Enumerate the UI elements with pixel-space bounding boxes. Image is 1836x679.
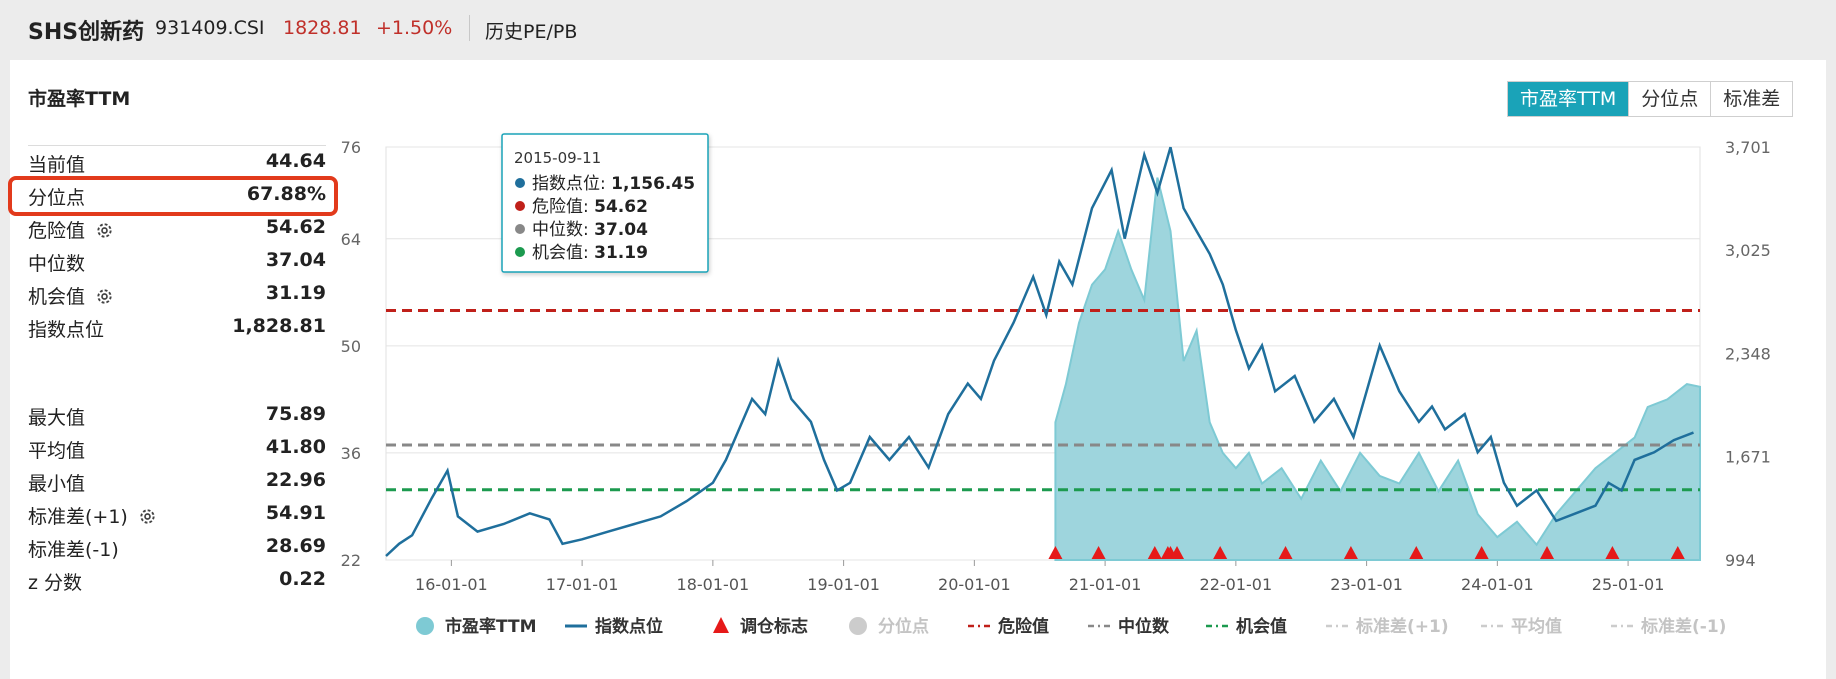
stat-value: 54.91 (265, 502, 326, 524)
tab-1[interactable]: 分位点 (1628, 82, 1711, 116)
stat-value: 0.22 (279, 568, 326, 590)
stat-label: 分位点 (28, 187, 86, 209)
stat-label: 当前值 (28, 154, 86, 176)
stat-label: 机会值 (28, 282, 114, 309)
stat-label: 危险值 (28, 216, 114, 243)
stat-value: 44.64 (265, 150, 326, 172)
stat-value: 28.69 (265, 535, 326, 557)
gear-icon[interactable] (95, 221, 114, 240)
index-change: +1.50% (376, 17, 453, 39)
tab-0[interactable]: 市盈率TTM (1508, 82, 1629, 116)
stats-spacer (28, 344, 326, 399)
stat-value: 54.62 (265, 216, 326, 238)
stat-row: 分位点 67.88% (28, 179, 326, 212)
highlight-box (8, 176, 338, 216)
metric-tabs: 市盈率TTM 分位点 标准差 (1507, 81, 1794, 117)
header-divider (469, 15, 470, 41)
stat-value: 22.96 (265, 469, 326, 491)
stat-row: 机会值 31.19 (28, 278, 326, 311)
stat-row: 中位数 37.04 (28, 245, 326, 278)
stat-row: 标准差(+1) 54.91 (28, 498, 326, 531)
stat-label: 平均值 (28, 440, 86, 462)
stat-value: 1,828.81 (232, 315, 326, 337)
stat-row: 标准差(-1) 28.69 (28, 531, 326, 564)
gear-icon[interactable] (138, 507, 157, 526)
history-label: 历史PE/PB (485, 21, 578, 43)
stat-value: 37.04 (265, 249, 326, 271)
stat-value: 75.89 (265, 403, 326, 425)
stat-label: 中位数 (28, 253, 86, 275)
stat-value: 31.19 (265, 282, 326, 304)
stat-row: 当前值 44.64 (28, 146, 326, 179)
stat-row: 危险值 54.62 (28, 212, 326, 245)
stat-label: z 分数 (28, 572, 83, 594)
gear-icon[interactable] (95, 287, 114, 306)
stat-label: 指数点位 (28, 319, 105, 341)
stats-panel: 当前值 44.64 分位点 67.88% 危险值 54.62 中位数 37.04 机会值 31.1… (28, 146, 326, 597)
stat-row: 平均值 41.80 (28, 432, 326, 465)
stats-divider (28, 145, 326, 146)
stat-row: 指数点位 1,828.81 (28, 311, 326, 344)
stat-value: 67.88% (246, 183, 326, 205)
stat-label: 最小值 (28, 473, 86, 495)
tab-2[interactable]: 标准差 (1710, 82, 1793, 116)
stat-value: 41.80 (265, 436, 326, 458)
index-price: 1828.81 (283, 17, 362, 39)
stat-row: z 分数 0.22 (28, 564, 326, 597)
page-header: SHS创新药 931409.CSI 1828.81 +1.50% 历史PE/PB (0, 0, 1836, 58)
index-code: 931409.CSI (155, 17, 265, 39)
panel-title: 市盈率TTM (28, 88, 131, 110)
stat-row: 最小值 22.96 (28, 465, 326, 498)
stat-label: 标准差(-1) (28, 539, 119, 561)
stat-label: 标准差(+1) (28, 502, 157, 529)
stat-label: 最大值 (28, 407, 86, 429)
index-name[interactable]: SHS创新药 (28, 20, 145, 45)
stat-row: 最大值 75.89 (28, 399, 326, 432)
